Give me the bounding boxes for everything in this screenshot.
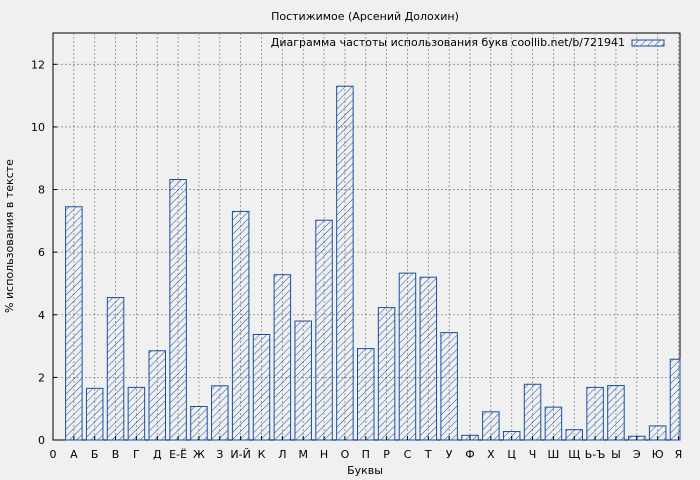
y-tick-label: 2 [38, 371, 45, 384]
x-tick-label: Т [424, 448, 432, 461]
x-tick-label: Д [153, 448, 162, 461]
legend-swatch [631, 39, 665, 47]
y-tick-label: 0 [38, 434, 45, 447]
y-tick-label: 10 [31, 121, 45, 134]
bar-15 [357, 348, 375, 441]
x-tick-label: Ы [611, 448, 621, 461]
x-tick-label: М [298, 448, 308, 461]
bar-21 [482, 411, 500, 441]
x-tick-label: Х [487, 448, 495, 461]
bar-13 [315, 219, 333, 441]
x-tick-label: В [112, 448, 120, 461]
x-tick-label: Ш [548, 448, 560, 461]
x-tick-label: Л [278, 448, 286, 461]
bar-27 [607, 385, 625, 441]
bar-11 [273, 274, 292, 441]
x-tick-label: С [404, 448, 412, 461]
bar-30 [669, 358, 681, 441]
bar-6 [169, 179, 187, 441]
legend-label: Диаграмма частоты использования букв coo… [271, 36, 625, 49]
x-tick-label: И-Й [230, 448, 250, 461]
x-tick-label: Ф [465, 448, 474, 461]
x-tick-label: З [216, 448, 223, 461]
x-tick-label: Н [320, 448, 328, 461]
bar-16 [377, 307, 396, 441]
y-tick-label: 6 [38, 246, 45, 259]
bar-10 [252, 333, 271, 441]
x-tick-label: Р [383, 448, 390, 461]
bar-26 [586, 386, 604, 441]
x-tick-label: Щ [568, 448, 580, 461]
y-tick-label: 4 [38, 309, 45, 322]
x-tick-label: А [70, 448, 78, 461]
bar-8 [211, 385, 229, 441]
x-tick-label: Ь-Ъ [585, 448, 606, 461]
y-axis-ticks: 0 2 4 6 8 10 12 [31, 58, 57, 447]
bar-5 [148, 350, 166, 441]
x-tick-label: Ж [193, 448, 205, 461]
x-origin-label: 0 [50, 448, 57, 461]
bar-23 [523, 383, 542, 441]
x-tick-label: Г [133, 448, 140, 461]
x-tick-label: У [446, 448, 453, 461]
y-tick-label: 12 [31, 58, 45, 71]
x-tick-label: К [258, 448, 266, 461]
bar-1 [65, 206, 83, 441]
x-tick-label: Я [675, 448, 683, 461]
bar-9 [231, 210, 250, 441]
bar-7 [190, 406, 208, 441]
x-tick-label: Ц [507, 448, 516, 461]
x-tick-label: Ч [529, 448, 537, 461]
bar-18 [419, 276, 438, 441]
bar-3 [106, 297, 125, 441]
bar-12 [294, 320, 312, 441]
x-axis-ticks: 0 А Б В Г Д Е-Ё Ж З И-Й К Л М Н О П Р С Т У Ф Х Ц Ч Ш Щ Ь-Ъ Ы Э Ю Я [50, 436, 683, 461]
bars [65, 85, 681, 441]
x-tick-label: Ю [652, 448, 664, 461]
bar-2 [85, 387, 104, 441]
x-tick-label: Э [633, 448, 641, 461]
bar-14 [336, 85, 354, 441]
x-tick-label: Е-Ё [169, 448, 187, 461]
bar-24 [544, 406, 563, 441]
chart-title: Постижимое (Арсений Долохин) [271, 10, 459, 23]
bar-19 [440, 332, 458, 441]
bar-4 [127, 386, 146, 441]
x-tick-label: П [362, 448, 370, 461]
y-axis-label: % использования в тексте [3, 159, 16, 313]
y-tick-label: 8 [38, 184, 45, 197]
legend: Диаграмма частоты использования букв coo… [271, 36, 665, 49]
x-axis-label: Буквы [347, 464, 383, 477]
x-tick-label: Б [91, 448, 99, 461]
x-tick-label: О [341, 448, 350, 461]
bar-17 [398, 272, 417, 441]
